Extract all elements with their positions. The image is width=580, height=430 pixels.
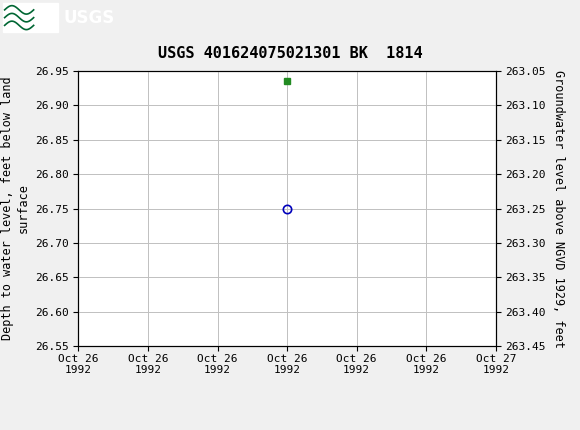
Text: USGS 401624075021301 BK  1814: USGS 401624075021301 BK 1814	[158, 46, 422, 61]
Y-axis label: Groundwater level above NGVD 1929, feet: Groundwater level above NGVD 1929, feet	[552, 70, 565, 347]
Y-axis label: Depth to water level, feet below land
surface: Depth to water level, feet below land su…	[1, 77, 29, 341]
Bar	[3, 3, 58, 32]
Text: USGS: USGS	[64, 9, 115, 27]
